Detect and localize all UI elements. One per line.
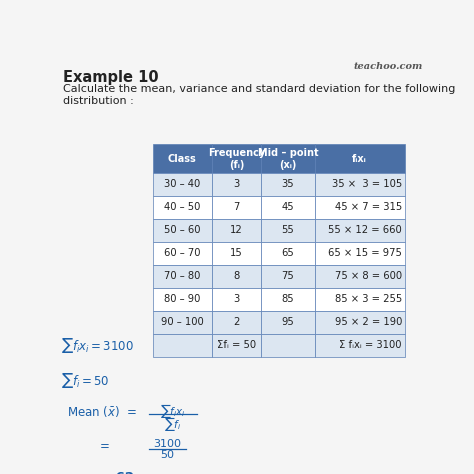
FancyBboxPatch shape: [261, 196, 315, 219]
Text: 3: 3: [233, 180, 240, 190]
Text: 90 – 100: 90 – 100: [161, 318, 204, 328]
Text: 15: 15: [230, 248, 243, 258]
FancyBboxPatch shape: [315, 334, 405, 357]
Text: 65: 65: [282, 248, 294, 258]
Text: 85: 85: [282, 294, 294, 304]
Text: Mean $(\bar{x})$  =: Mean $(\bar{x})$ =: [66, 403, 137, 419]
Text: Σfᵢ = 50: Σfᵢ = 50: [217, 340, 256, 350]
Text: 3100: 3100: [154, 439, 182, 449]
FancyBboxPatch shape: [212, 265, 261, 288]
FancyBboxPatch shape: [261, 242, 315, 265]
Text: Class: Class: [168, 154, 197, 164]
Text: Mid – point
(xᵢ): Mid – point (xᵢ): [257, 147, 318, 170]
FancyBboxPatch shape: [315, 288, 405, 311]
Text: teachoo.com: teachoo.com: [354, 63, 423, 72]
Text: $\sum f_i$: $\sum f_i$: [164, 415, 182, 433]
Text: 95 × 2 = 190: 95 × 2 = 190: [335, 318, 402, 328]
Text: 35 ×  3 = 105: 35 × 3 = 105: [332, 180, 402, 190]
FancyBboxPatch shape: [153, 242, 212, 265]
Text: 50: 50: [161, 450, 174, 460]
Text: = 62: = 62: [100, 471, 134, 474]
Text: 65 × 15 = 975: 65 × 15 = 975: [328, 248, 402, 258]
Text: Frequency
(fᵢ): Frequency (fᵢ): [208, 147, 265, 170]
Text: 85 × 3 = 255: 85 × 3 = 255: [335, 294, 402, 304]
FancyBboxPatch shape: [212, 288, 261, 311]
Text: $\sum f_i = 50$: $\sum f_i = 50$: [61, 371, 109, 390]
FancyBboxPatch shape: [261, 311, 315, 334]
FancyBboxPatch shape: [153, 145, 212, 173]
FancyBboxPatch shape: [315, 242, 405, 265]
Text: 40 – 50: 40 – 50: [164, 202, 201, 212]
FancyBboxPatch shape: [212, 173, 261, 196]
Text: 30 – 40: 30 – 40: [164, 180, 201, 190]
Text: $\sum f_i x_i$: $\sum f_i x_i$: [160, 402, 186, 420]
Text: 3: 3: [233, 294, 240, 304]
Text: 75: 75: [282, 272, 294, 282]
Text: Σ fᵢxᵢ = 3100: Σ fᵢxᵢ = 3100: [339, 340, 402, 350]
FancyBboxPatch shape: [153, 196, 212, 219]
FancyBboxPatch shape: [212, 311, 261, 334]
FancyBboxPatch shape: [315, 196, 405, 219]
Text: Calculate the mean, variance and standard deviation for the following: Calculate the mean, variance and standar…: [63, 84, 456, 94]
FancyBboxPatch shape: [261, 219, 315, 242]
Text: Example 10: Example 10: [63, 70, 158, 85]
FancyBboxPatch shape: [261, 265, 315, 288]
FancyBboxPatch shape: [153, 334, 212, 357]
FancyBboxPatch shape: [261, 334, 315, 357]
FancyBboxPatch shape: [261, 145, 315, 173]
FancyBboxPatch shape: [261, 173, 315, 196]
FancyBboxPatch shape: [315, 145, 405, 173]
FancyBboxPatch shape: [153, 219, 212, 242]
Text: distribution :: distribution :: [63, 96, 134, 106]
Text: fᵢxᵢ: fᵢxᵢ: [352, 154, 367, 164]
Text: 55 × 12 = 660: 55 × 12 = 660: [328, 226, 402, 236]
FancyBboxPatch shape: [315, 173, 405, 196]
FancyBboxPatch shape: [315, 219, 405, 242]
Text: 60 – 70: 60 – 70: [164, 248, 201, 258]
Text: 70 – 80: 70 – 80: [164, 272, 201, 282]
FancyBboxPatch shape: [153, 265, 212, 288]
FancyBboxPatch shape: [212, 196, 261, 219]
FancyBboxPatch shape: [212, 145, 261, 173]
FancyBboxPatch shape: [212, 219, 261, 242]
Text: $\sum f_i x_i = 3100$: $\sum f_i x_i = 3100$: [61, 336, 134, 355]
FancyBboxPatch shape: [261, 288, 315, 311]
Text: 2: 2: [233, 318, 240, 328]
Text: 35: 35: [282, 180, 294, 190]
FancyBboxPatch shape: [212, 334, 261, 357]
Text: 95: 95: [282, 318, 294, 328]
FancyBboxPatch shape: [315, 311, 405, 334]
Text: 8: 8: [233, 272, 240, 282]
Text: 45 × 7 = 315: 45 × 7 = 315: [335, 202, 402, 212]
Text: 12: 12: [230, 226, 243, 236]
FancyBboxPatch shape: [153, 311, 212, 334]
Text: 50 – 60: 50 – 60: [164, 226, 201, 236]
Text: 80 – 90: 80 – 90: [164, 294, 201, 304]
FancyBboxPatch shape: [315, 265, 405, 288]
Text: 75 × 8 = 600: 75 × 8 = 600: [335, 272, 402, 282]
Text: 45: 45: [282, 202, 294, 212]
Text: 7: 7: [233, 202, 240, 212]
FancyBboxPatch shape: [153, 288, 212, 311]
Text: =: =: [100, 440, 109, 453]
FancyBboxPatch shape: [153, 173, 212, 196]
Text: 55: 55: [282, 226, 294, 236]
FancyBboxPatch shape: [212, 242, 261, 265]
